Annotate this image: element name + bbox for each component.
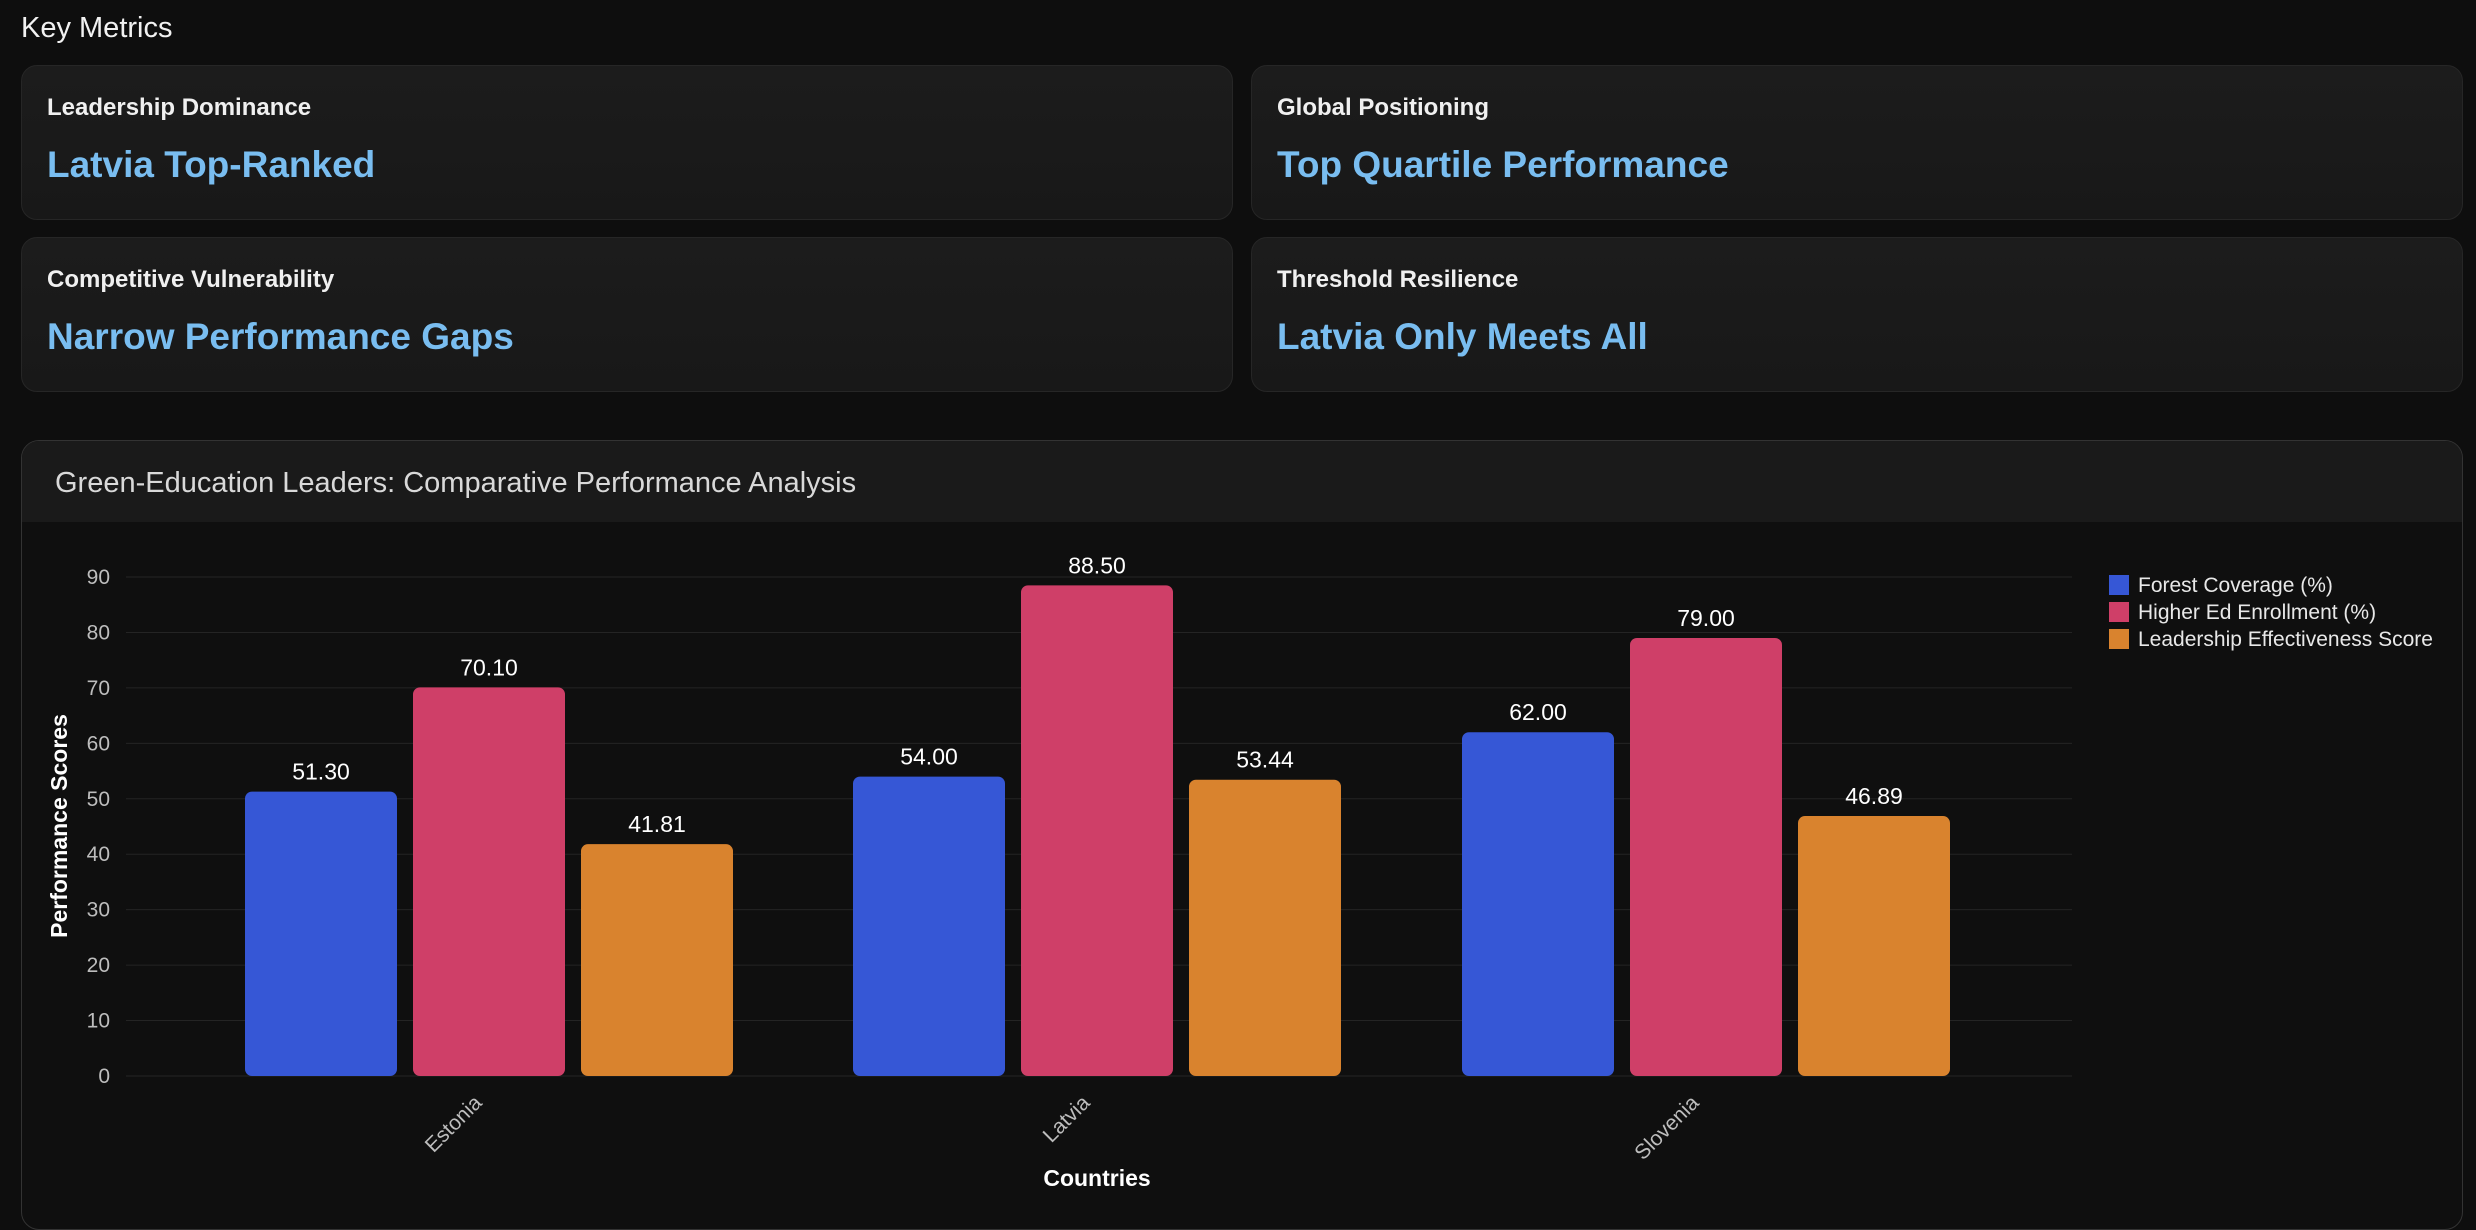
metric-label: Competitive Vulnerability	[47, 266, 335, 293]
metric-card-competitive-vulnerability: Competitive Vulnerability Narrow Perform…	[21, 237, 1233, 392]
metric-value: Latvia Only Meets All	[1277, 316, 1648, 357]
y-tick-label: 70	[87, 677, 110, 700]
data-label: 54.00	[900, 744, 958, 770]
metric-label: Global Positioning	[1277, 94, 1489, 121]
y-tick-label: 10	[87, 1010, 110, 1033]
bar[interactable]	[1630, 637, 1782, 1076]
metric-card-threshold-resilience: Threshold Resilience Latvia Only Meets A…	[1251, 237, 2463, 392]
section-title: Key Metrics	[21, 12, 173, 44]
bar[interactable]	[853, 776, 1005, 1076]
bar[interactable]	[581, 844, 733, 1076]
bar[interactable]	[1798, 816, 1950, 1076]
metric-card-leadership-dominance: Leadership Dominance Latvia Top-Ranked	[21, 65, 1233, 220]
legend-layer: Forest Coverage (%) Higher Ed Enrollment …	[2109, 574, 2433, 651]
legend-label[interactable]: Higher Ed Enrollment (%)	[2138, 601, 2376, 624]
legend-swatch[interactable]	[2109, 629, 2129, 649]
data-label: 79.00	[1677, 605, 1735, 631]
data-label: 41.81	[628, 811, 686, 837]
bar-chart: 51.30 70.10 41.81 54.00 88.50 53.44 62.00 79.00…	[46, 552, 2433, 1191]
metric-value: Top Quartile Performance	[1277, 144, 1729, 185]
x-tick-label: Latvia	[1039, 1091, 1095, 1147]
bar[interactable]	[1021, 585, 1173, 1076]
y-tick-label: 20	[87, 954, 110, 977]
data-label: 88.50	[1068, 552, 1126, 578]
x-tick-label: Estonia	[421, 1091, 487, 1157]
bar[interactable]	[245, 791, 397, 1076]
metric-value: Narrow Performance Gaps	[47, 316, 514, 357]
y-tick-label: 90	[87, 566, 110, 589]
legend-swatch[interactable]	[2109, 575, 2129, 595]
bar[interactable]	[413, 687, 565, 1076]
legend-swatch[interactable]	[2109, 602, 2129, 622]
metric-label: Leadership Dominance	[47, 94, 312, 121]
x-tick-label: Slovenia	[1630, 1091, 1703, 1164]
bar-layer	[245, 585, 1950, 1076]
metric-value: Latvia Top-Ranked	[47, 144, 376, 185]
metric-card-global-positioning: Global Positioning Top Quartile Performa…	[1251, 65, 2463, 220]
y-tick-label: 60	[87, 732, 110, 755]
data-label: 70.10	[460, 654, 518, 680]
y-tick-label: 0	[98, 1065, 110, 1088]
data-label: 51.30	[292, 759, 350, 785]
chart-panel: Green-Education Leaders: Comparative Per…	[21, 440, 2463, 1230]
data-label: 53.44	[1236, 747, 1294, 773]
metric-label: Threshold Resilience	[1277, 266, 1519, 293]
data-label: 46.89	[1845, 783, 1903, 809]
legend-label[interactable]: Forest Coverage (%)	[2138, 574, 2333, 597]
y-tick-label: 50	[87, 788, 110, 811]
y-tick-label: 80	[87, 621, 110, 644]
data-label: 62.00	[1509, 699, 1567, 725]
y-tick-label: 40	[87, 843, 110, 866]
chart-title: Green-Education Leaders: Comparative Per…	[55, 467, 857, 499]
legend-label[interactable]: Leadership Effectiveness Score	[2138, 628, 2433, 651]
y-axis-title: Performance Scores	[46, 714, 72, 938]
bar[interactable]	[1189, 779, 1341, 1076]
bar[interactable]	[1462, 732, 1614, 1076]
y-tick-label: 30	[87, 899, 110, 922]
label-layer: 51.30 70.10 41.81 54.00 88.50 53.44 62.00 79.00…	[292, 552, 1903, 837]
x-axis-title: Countries	[1043, 1165, 1150, 1191]
chart-header: Green-Education Leaders: Comparative Per…	[22, 441, 2462, 522]
